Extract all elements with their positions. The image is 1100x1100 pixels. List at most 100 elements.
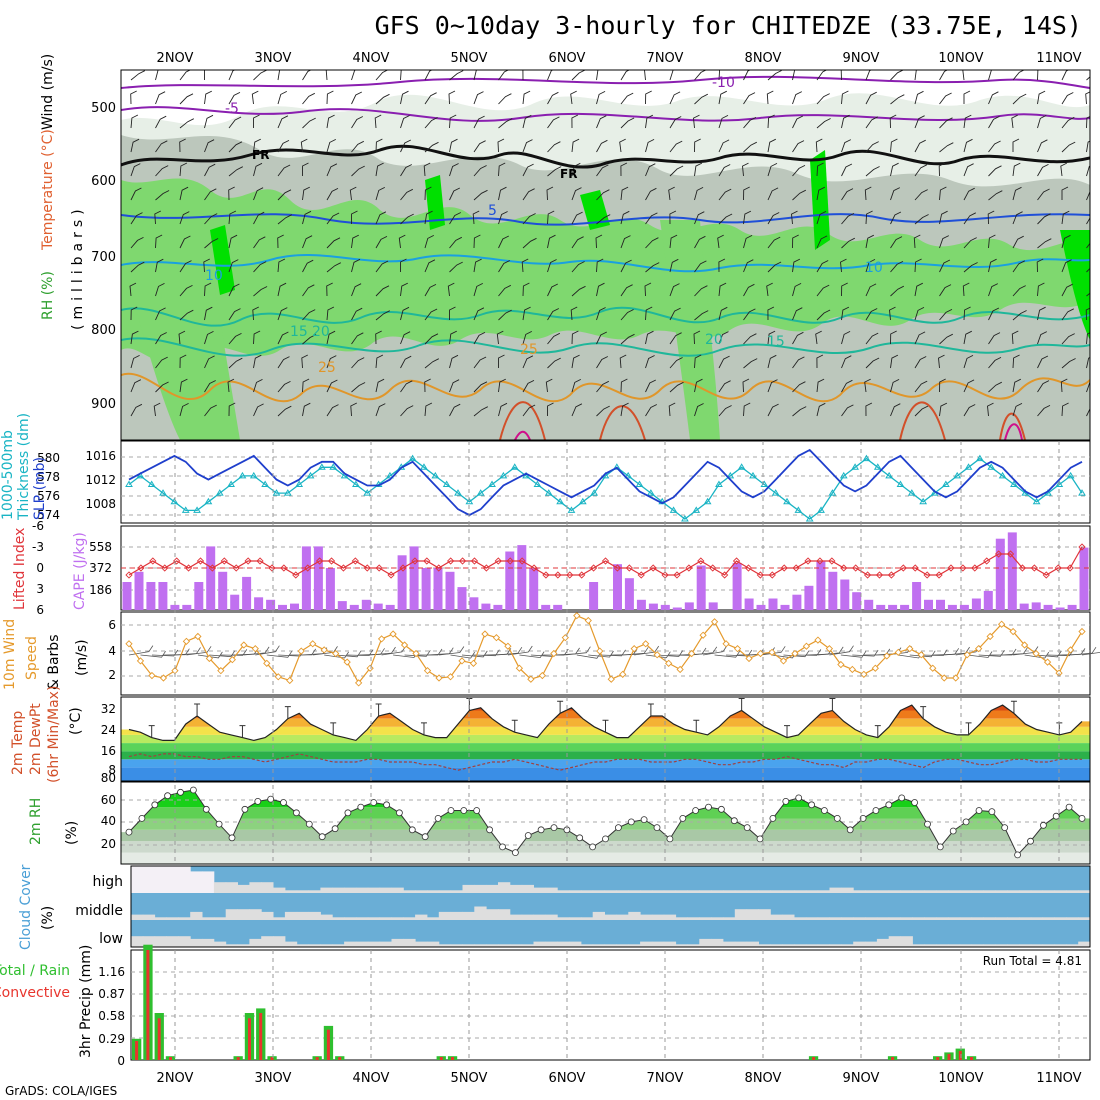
wind-barb	[620, 333, 635, 345]
cloud-cell	[971, 890, 984, 893]
thickness-marker	[805, 515, 814, 522]
li-marker	[387, 571, 395, 579]
cloud-cell	[391, 938, 404, 947]
wind-barb	[987, 402, 994, 417]
wind-barb	[1037, 90, 1046, 105]
wind-barb	[155, 282, 165, 297]
cape-bar	[768, 598, 778, 610]
wind-barb	[473, 140, 486, 153]
cloud-cell	[308, 890, 321, 893]
cape-bars	[122, 532, 1089, 610]
contour-label: 15	[290, 324, 308, 340]
pressure-axis-label: (millibars)	[70, 204, 86, 330]
rh-band	[121, 841, 1090, 853]
cloud-cell	[1030, 944, 1044, 947]
thickness-marker	[476, 489, 485, 496]
li-marker	[709, 564, 717, 572]
wind-barb	[963, 114, 972, 129]
day-label: 2NOV	[157, 51, 194, 66]
cloud-cell	[1078, 890, 1091, 893]
rh-saturated-patch	[210, 225, 235, 295]
rh-marker	[782, 798, 790, 805]
minmax-axis-label: (6hr Min/Max)	[46, 686, 62, 783]
wind-barb	[939, 402, 948, 417]
y-tick-label: 0.29	[98, 1032, 125, 1046]
thickness-marker	[907, 489, 916, 496]
cloud-cell	[190, 938, 203, 947]
cloud-cell	[947, 944, 961, 947]
cloud-cell	[616, 890, 629, 893]
li-marker	[923, 571, 931, 579]
wind-barb	[939, 92, 952, 105]
wind-barb	[277, 214, 293, 225]
wind-barb	[743, 358, 758, 369]
rh-marker	[499, 843, 506, 851]
wind-barb	[302, 92, 316, 105]
wind-barb	[620, 402, 629, 417]
wind-barb	[669, 210, 677, 225]
wind-marker	[733, 645, 742, 653]
surface-wind-barb	[404, 650, 431, 657]
wind-barb	[596, 189, 610, 201]
wind-marker	[274, 673, 282, 681]
temp-axis-label: 2m Temp	[10, 711, 26, 775]
wind-barb	[228, 402, 236, 417]
wind-barb	[570, 90, 577, 105]
thickness-marker	[488, 480, 496, 487]
wind-barb	[449, 261, 463, 273]
wind-barb	[1061, 333, 1075, 345]
wind-barb	[816, 118, 831, 129]
surface-wind-barb	[990, 648, 1017, 656]
cape-bar	[983, 590, 993, 610]
y-tick-label: 16	[101, 744, 116, 758]
wind-barb	[302, 235, 313, 249]
wind-barb	[424, 92, 437, 105]
lifted-index-markers	[125, 543, 1086, 579]
temp-contour-30	[499, 401, 1026, 440]
wind-barb	[473, 258, 482, 273]
wind-marker	[469, 659, 478, 667]
wind-barb	[718, 380, 731, 393]
wind-barb	[1060, 378, 1068, 393]
cape-bar	[888, 604, 898, 610]
cloud-cell	[675, 917, 688, 920]
cloud-cell	[651, 941, 665, 947]
cloud-panel: high middle low Cloud Cover (%)	[18, 864, 1091, 950]
cloud-cell	[723, 890, 736, 893]
cloud-cell	[427, 890, 440, 893]
wind-barb	[939, 186, 947, 201]
wind-barb	[350, 402, 358, 417]
wind-barb	[178, 330, 186, 345]
rh-panel-frame	[120, 781, 1091, 865]
rh-moist-column	[660, 220, 720, 440]
cloud-cell	[971, 917, 984, 920]
wind-barb	[718, 188, 732, 201]
cloud-cell	[142, 914, 156, 920]
surface-wind-barb	[438, 646, 465, 656]
y-tick-label: 6	[36, 603, 44, 617]
y-tick-label: 60	[101, 793, 116, 807]
thickness-marker	[147, 480, 156, 487]
wind-barb	[546, 186, 554, 201]
cloud-cover-cells	[131, 866, 1091, 947]
wind-barb	[620, 117, 635, 129]
li-marker	[280, 564, 288, 572]
wind-barb	[718, 114, 729, 129]
rh-axis-label: RH (%)	[40, 271, 56, 320]
wind-barb	[522, 114, 532, 129]
thickness-marker	[885, 471, 894, 479]
li-marker	[470, 557, 479, 565]
minmax-bar	[239, 725, 246, 738]
wind-barb	[155, 307, 166, 321]
wind-barb	[375, 138, 383, 153]
wind-barb	[939, 117, 953, 129]
wind-barb	[547, 91, 559, 105]
wind-marker	[653, 651, 661, 659]
li-marker	[173, 557, 181, 565]
thickness-marker	[828, 489, 837, 496]
cape-bar	[876, 604, 886, 610]
rh-marker	[1001, 824, 1009, 831]
wind-barb	[743, 283, 755, 297]
li-marker	[685, 564, 693, 572]
cape-bar	[218, 571, 228, 610]
